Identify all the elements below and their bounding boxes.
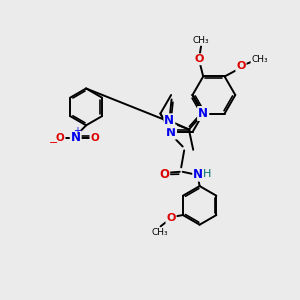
- Text: +: +: [73, 126, 81, 136]
- Text: N: N: [198, 107, 208, 120]
- Text: N: N: [71, 131, 81, 144]
- Text: −: −: [49, 138, 58, 148]
- Text: CH₃: CH₃: [152, 228, 168, 237]
- Text: S: S: [167, 125, 175, 139]
- Text: O: O: [159, 168, 169, 181]
- Text: O: O: [90, 133, 99, 143]
- Text: O: O: [195, 54, 204, 64]
- Text: O: O: [236, 61, 246, 71]
- Text: CH₃: CH₃: [251, 55, 268, 64]
- Text: N: N: [164, 114, 174, 127]
- Text: N: N: [198, 107, 208, 120]
- Text: CH₃: CH₃: [193, 36, 209, 45]
- Text: N: N: [166, 126, 176, 139]
- Text: H: H: [203, 169, 211, 179]
- Text: O: O: [56, 133, 64, 143]
- Text: N: N: [193, 168, 203, 181]
- Text: O: O: [166, 213, 176, 223]
